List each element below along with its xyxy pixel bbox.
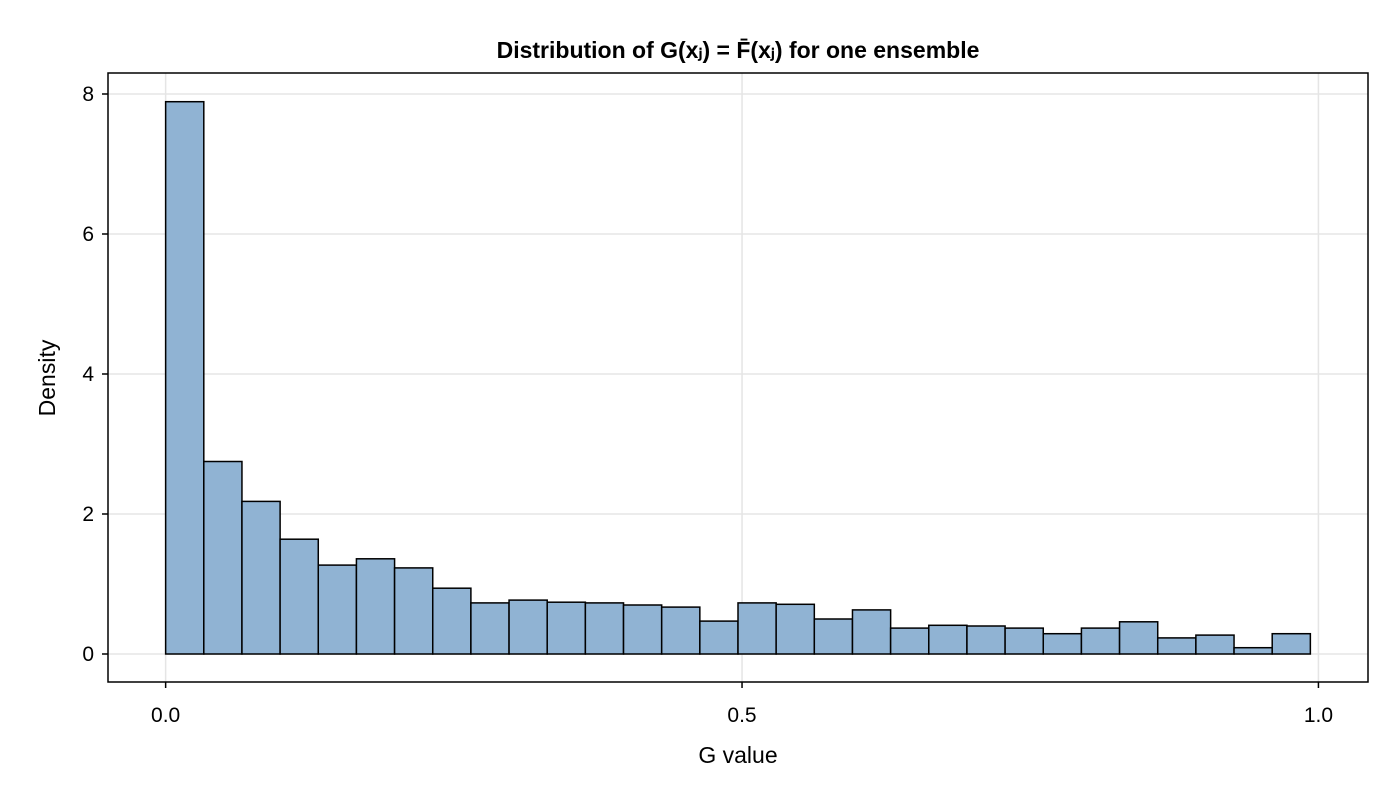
histogram-bar [1080, 627, 1121, 655]
histogram-bar [1156, 637, 1197, 655]
histogram-bar [1118, 621, 1159, 655]
histogram-bar [431, 587, 472, 655]
histogram-bar [775, 603, 816, 655]
histogram-bar [1004, 627, 1045, 655]
histogram-bar [584, 602, 625, 655]
histogram-bar [241, 500, 281, 655]
x-axis-label: G value [698, 742, 777, 768]
histogram-bar [164, 100, 205, 655]
histogram-bar [1233, 646, 1273, 655]
histogram-bar [1195, 634, 1235, 655]
histogram-bar [1271, 632, 1312, 655]
histogram-bar [279, 538, 320, 655]
y-axis-label: Density [34, 339, 60, 416]
y-tick-label: 8 [82, 83, 94, 106]
histogram-bar [889, 627, 930, 655]
bars [164, 100, 1312, 655]
histogram-bar [622, 604, 663, 655]
y-tick-label: 6 [82, 223, 94, 246]
y-tick-label: 4 [82, 363, 94, 386]
histogram-bar [317, 564, 358, 655]
histogram-bar [355, 558, 396, 655]
histogram-bar [699, 620, 739, 655]
plot-frame [107, 72, 1369, 683]
x-tick-label: 0.5 [727, 704, 756, 727]
histogram-bar [470, 602, 510, 655]
x-tick-label: 1.0 [1304, 704, 1333, 727]
histogram-bar [546, 601, 587, 655]
histogram-bar [660, 606, 701, 655]
histogram-bar [1042, 632, 1083, 655]
histogram-bar [966, 625, 1006, 655]
histogram-bar [928, 624, 968, 655]
histogram-bar [813, 618, 854, 655]
y-ticks: 0 2 4 6 8 [82, 83, 108, 666]
y-tick-label: 2 [82, 503, 94, 526]
y-tick-label: 0 [82, 643, 94, 666]
x-tick-label: 0.0 [151, 704, 180, 727]
histogram-bar [203, 460, 243, 655]
histogram-bar [737, 602, 777, 655]
histogram-bar [851, 609, 892, 655]
histogram-bar [393, 567, 434, 655]
histogram-bar [508, 599, 548, 655]
chart-title: Distribution of G(xⱼ) = F̄(xⱼ) for one e… [497, 37, 980, 63]
x-ticks: 0.0 0.5 1.0 [151, 682, 1333, 727]
